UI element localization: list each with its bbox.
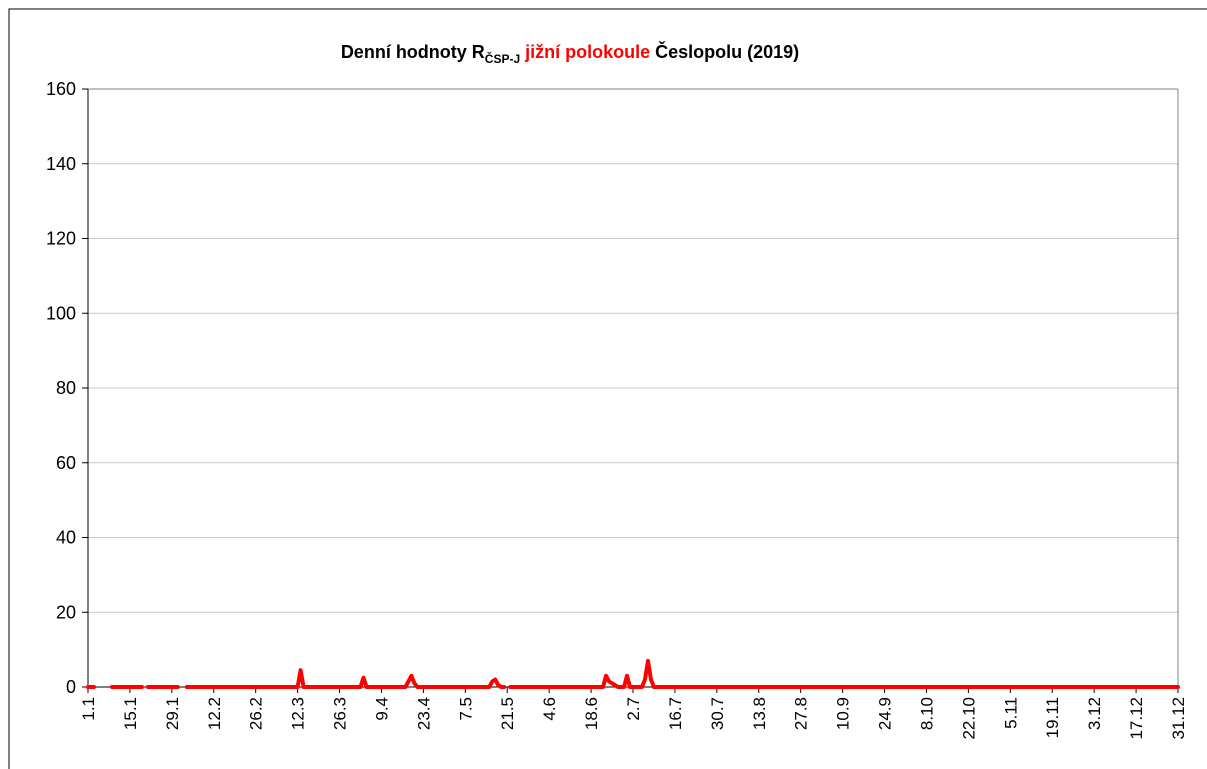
- x-tick-label: 4.6: [540, 697, 559, 721]
- x-tick-label: 23.4: [414, 697, 433, 730]
- x-tick-label: 24.9: [876, 697, 895, 730]
- x-tick-label: 17.12: [1127, 697, 1146, 740]
- chart-title: Denní hodnoty RČSP-J jižní polokoule Česlo…: [341, 41, 799, 66]
- y-tick-label: 40: [56, 528, 76, 548]
- x-tick-label: 3.12: [1085, 697, 1104, 730]
- x-tick-label: 12.2: [205, 697, 224, 730]
- y-tick-label: 100: [46, 303, 76, 323]
- x-tick-label: 30.7: [708, 697, 727, 730]
- x-tick-label: 12.3: [289, 697, 308, 730]
- series-line: [86, 658, 1180, 689]
- x-tick-label: 9.4: [372, 697, 391, 721]
- title-rest: Česlopolu (2019): [655, 41, 799, 62]
- title-main: Denní hodnoty R: [341, 42, 485, 62]
- x-tick-label: 7.5: [456, 697, 475, 721]
- chart-frame: [8, 8, 1207, 769]
- y-tick-label: 140: [46, 154, 76, 174]
- x-tick-label: 29.1: [163, 697, 182, 730]
- title-highlight: jižní polokoule: [524, 42, 650, 62]
- y-tick-label: 0: [66, 677, 76, 697]
- x-tick-label: 19.11: [1043, 697, 1062, 738]
- x-tick-label: 26.3: [331, 697, 350, 730]
- x-tick-label: 10.9: [834, 697, 853, 730]
- x-tick-label: 2.7: [624, 697, 643, 721]
- x-tick-label: 15.1: [121, 697, 140, 730]
- x-tick-label: 13.8: [750, 697, 769, 730]
- x-tick-label: 31.12: [1169, 697, 1188, 740]
- x-tick-label: 16.7: [666, 697, 685, 730]
- y-tick-label: 160: [46, 79, 76, 99]
- x-tick-label: 1.1: [79, 697, 98, 721]
- title-subscript: ČSP-J: [485, 51, 520, 66]
- x-tick-label: 22.10: [959, 697, 978, 740]
- x-tick-label: 27.8: [792, 697, 811, 730]
- x-tick-label: 18.6: [582, 697, 601, 730]
- y-tick-label: 80: [56, 378, 76, 398]
- x-tick-label: 5.11: [1001, 697, 1020, 729]
- x-tick-label: 21.5: [498, 697, 517, 730]
- y-tick-label: 120: [46, 229, 76, 249]
- x-tick-label: 8.10: [917, 697, 936, 730]
- y-tick-label: 20: [56, 602, 76, 622]
- y-tick-label: 60: [56, 453, 76, 473]
- x-tick-label: 26.2: [247, 697, 266, 730]
